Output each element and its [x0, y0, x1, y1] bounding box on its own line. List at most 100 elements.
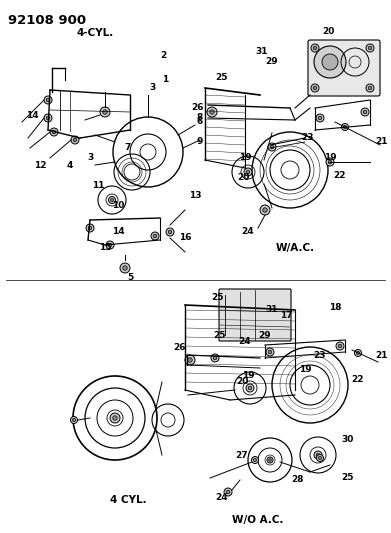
Text: 30: 30 — [342, 435, 354, 445]
Circle shape — [88, 226, 92, 230]
Circle shape — [44, 96, 52, 104]
Circle shape — [251, 456, 258, 464]
Text: 19: 19 — [242, 370, 254, 379]
Circle shape — [268, 350, 272, 354]
Circle shape — [357, 351, 360, 354]
Circle shape — [70, 416, 77, 424]
Circle shape — [316, 455, 323, 462]
Circle shape — [213, 356, 217, 360]
Circle shape — [86, 224, 94, 232]
Circle shape — [368, 46, 372, 50]
FancyBboxPatch shape — [308, 40, 380, 96]
Circle shape — [106, 241, 114, 249]
Text: 19: 19 — [299, 366, 311, 375]
Circle shape — [110, 198, 113, 201]
Text: 19: 19 — [239, 154, 251, 163]
Text: 7: 7 — [125, 143, 131, 152]
Text: 24: 24 — [216, 494, 228, 503]
Text: 15: 15 — [99, 244, 111, 253]
Text: 11: 11 — [92, 181, 104, 190]
Text: 21: 21 — [376, 351, 388, 359]
Circle shape — [355, 350, 362, 357]
Circle shape — [366, 84, 374, 92]
Circle shape — [224, 488, 232, 496]
Text: 3: 3 — [149, 84, 155, 93]
Circle shape — [322, 54, 338, 70]
Text: 20: 20 — [237, 174, 249, 182]
Circle shape — [267, 457, 273, 463]
Circle shape — [311, 84, 319, 92]
Text: 12: 12 — [34, 160, 46, 169]
Circle shape — [338, 344, 342, 348]
Text: 22: 22 — [334, 171, 346, 180]
Circle shape — [168, 230, 172, 234]
Circle shape — [46, 98, 50, 102]
Text: 25: 25 — [342, 473, 354, 482]
Circle shape — [253, 458, 256, 462]
Text: 4 CYL.: 4 CYL. — [110, 495, 146, 505]
Text: 24: 24 — [239, 337, 251, 346]
Circle shape — [166, 228, 174, 236]
Circle shape — [336, 342, 344, 350]
Circle shape — [341, 124, 348, 131]
Circle shape — [246, 384, 254, 392]
Circle shape — [153, 234, 157, 238]
Text: 29: 29 — [259, 330, 271, 340]
Circle shape — [108, 197, 115, 204]
Circle shape — [318, 456, 321, 459]
Circle shape — [268, 143, 276, 151]
Circle shape — [120, 263, 130, 273]
Circle shape — [123, 266, 127, 270]
Circle shape — [226, 490, 230, 494]
Text: 16: 16 — [179, 233, 191, 243]
Text: 20: 20 — [322, 28, 334, 36]
Text: 31: 31 — [256, 47, 268, 56]
Circle shape — [316, 453, 320, 457]
Text: W/A.C.: W/A.C. — [275, 243, 315, 253]
Text: 23: 23 — [314, 351, 326, 359]
FancyBboxPatch shape — [219, 289, 291, 341]
Circle shape — [52, 130, 56, 134]
Text: 29: 29 — [266, 58, 278, 67]
Circle shape — [328, 160, 332, 164]
Circle shape — [72, 418, 75, 422]
Text: 2: 2 — [160, 51, 166, 60]
Circle shape — [313, 46, 317, 50]
Text: 9: 9 — [197, 138, 203, 147]
Circle shape — [326, 158, 334, 166]
Circle shape — [269, 459, 271, 462]
Circle shape — [113, 416, 117, 420]
Text: 6: 6 — [197, 117, 203, 126]
Circle shape — [151, 232, 159, 240]
Circle shape — [263, 208, 267, 212]
Circle shape — [207, 107, 217, 117]
Circle shape — [44, 114, 52, 122]
Circle shape — [100, 107, 110, 117]
Circle shape — [314, 451, 322, 459]
Circle shape — [314, 46, 346, 78]
Text: 21: 21 — [376, 138, 388, 147]
Circle shape — [316, 114, 324, 122]
Circle shape — [108, 243, 112, 247]
Text: 27: 27 — [236, 450, 248, 459]
Text: 14: 14 — [26, 110, 38, 119]
Circle shape — [343, 125, 346, 128]
Text: 24: 24 — [242, 228, 254, 237]
Circle shape — [368, 86, 372, 90]
Circle shape — [244, 168, 252, 176]
Circle shape — [211, 354, 219, 362]
Text: 26: 26 — [192, 103, 204, 112]
Text: 22: 22 — [352, 376, 364, 384]
Circle shape — [248, 386, 252, 390]
Circle shape — [46, 116, 50, 120]
Circle shape — [185, 355, 195, 365]
Circle shape — [361, 108, 369, 116]
Circle shape — [246, 170, 250, 174]
Circle shape — [260, 205, 270, 215]
Text: 25: 25 — [216, 74, 228, 83]
Circle shape — [363, 110, 367, 114]
Circle shape — [50, 128, 58, 136]
Circle shape — [318, 116, 322, 120]
Text: 4-CYL.: 4-CYL. — [76, 28, 114, 38]
Circle shape — [311, 44, 319, 52]
